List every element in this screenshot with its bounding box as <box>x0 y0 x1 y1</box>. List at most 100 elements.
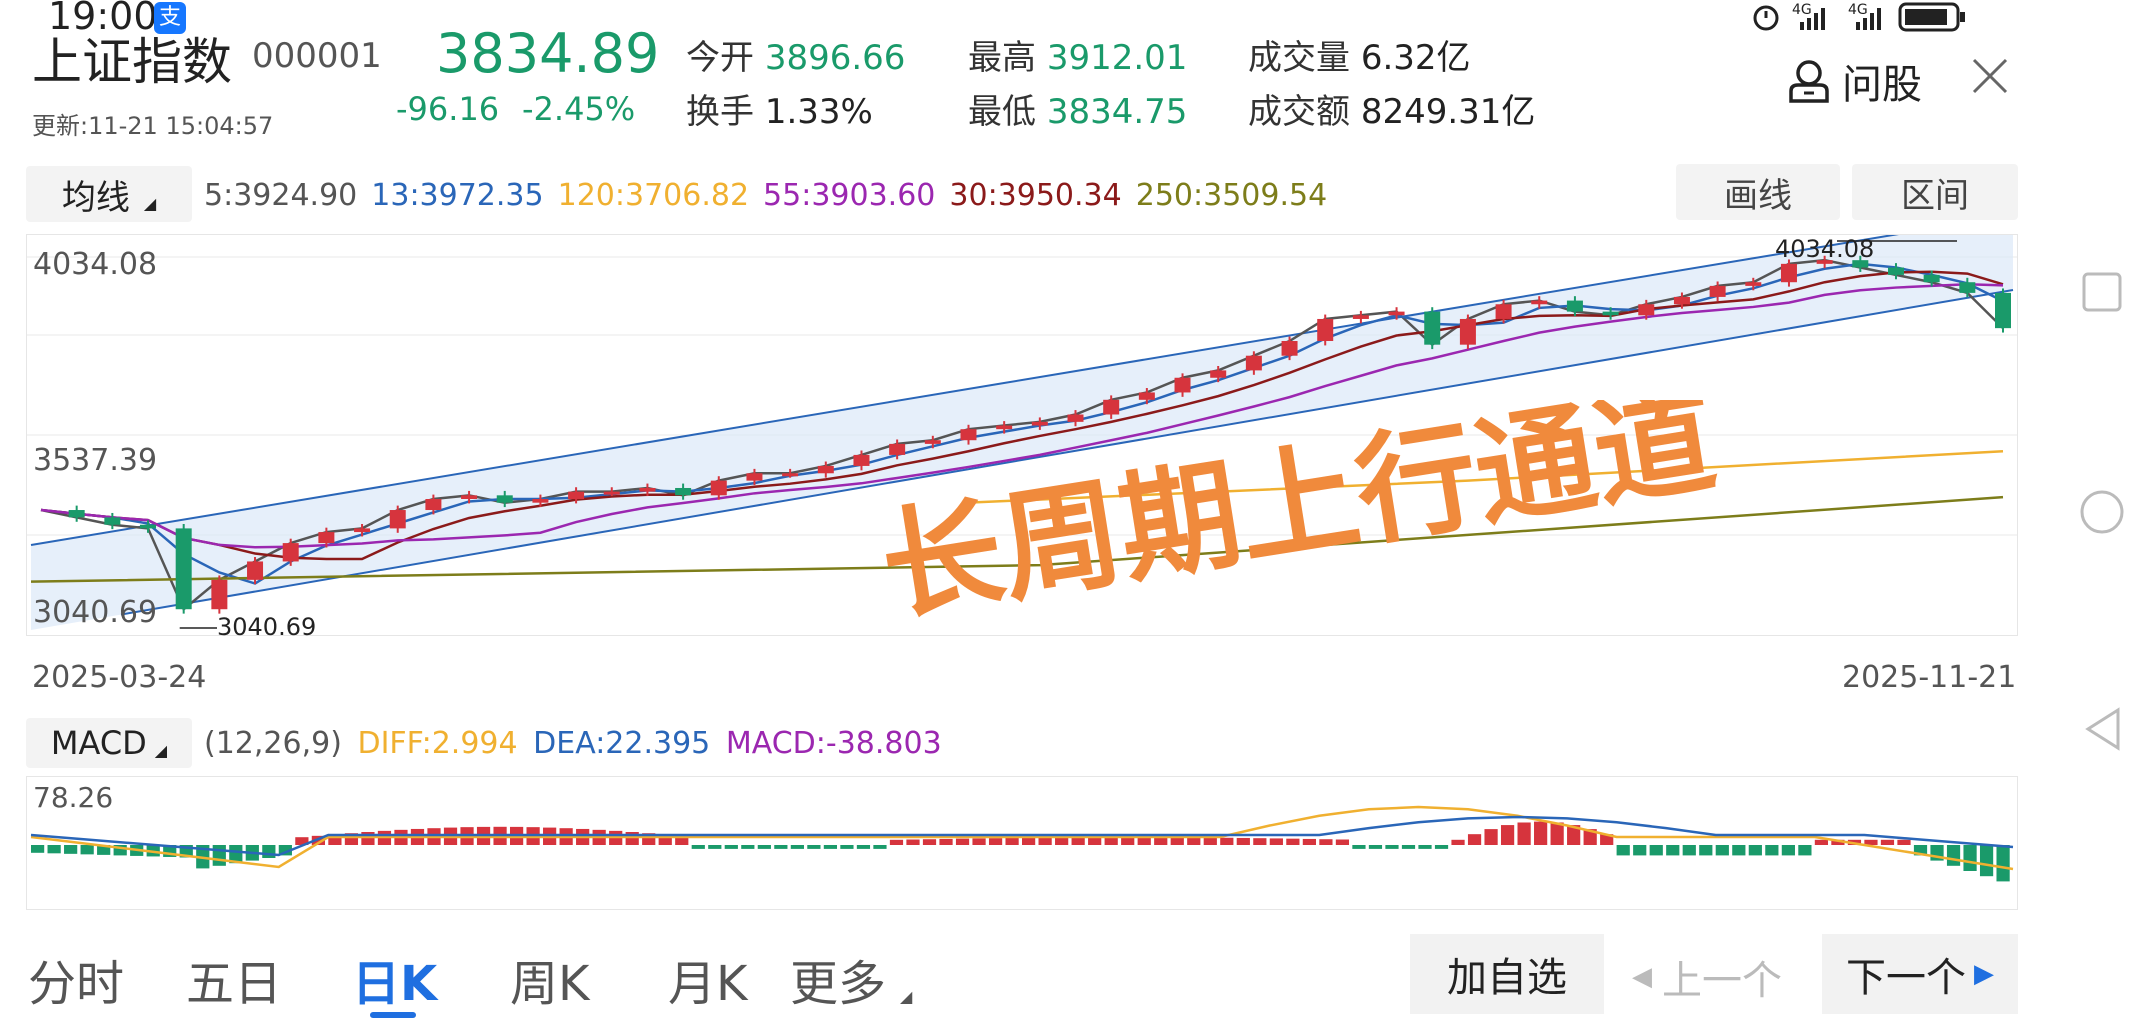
ma-value-5: 250:3509.54 <box>1135 178 1328 213</box>
candle-body <box>1780 263 1797 283</box>
macd-histogram-bar <box>1732 845 1746 856</box>
macd-histogram-bar <box>741 845 755 849</box>
svg-text:4G: 4G <box>1848 2 1868 18</box>
macd-histogram-bar <box>80 845 94 855</box>
macd-histogram-bar <box>1121 837 1135 845</box>
macd-histogram-bar <box>906 839 920 845</box>
kline-chart[interactable]: 4034.08 3537.39 3040.69 4034.08 3040.69 <box>26 234 2018 641</box>
macd-histogram-bar <box>1583 829 1597 845</box>
macd-selector[interactable]: MACD ◢ <box>26 718 192 768</box>
macd-histogram-bar <box>1286 838 1300 845</box>
price-change: -96.16 <box>396 90 500 128</box>
square-icon[interactable] <box>2080 270 2124 314</box>
high-marker: 4034.08 <box>1775 235 1875 263</box>
candle-body <box>282 543 299 562</box>
macd-histogram-bar <box>1748 845 1762 856</box>
macd-histogram-bar <box>328 834 342 845</box>
candle-body <box>746 473 763 481</box>
macd-histogram-bar <box>1682 845 1696 856</box>
chevron-left-icon: ◀ <box>1632 962 1652 992</box>
tab-monthly-k[interactable]: 月K <box>668 956 748 1012</box>
macd-histogram-bar <box>1187 837 1201 845</box>
macd-histogram-bar <box>295 837 309 845</box>
candle-body <box>603 491 620 495</box>
tab-intraday[interactable]: 分时 <box>28 956 125 1012</box>
person-icon <box>1789 60 1829 103</box>
tab-more[interactable]: 更多 ◢ <box>790 956 913 1012</box>
macd-histogram-bar <box>1616 845 1630 856</box>
high-stat: 最高 3912.01 <box>968 38 1188 78</box>
add-watchlist-button[interactable]: 加自选 <box>1410 934 1604 1014</box>
range-button[interactable]: 区间 <box>1852 164 2018 220</box>
status-icons: 4G 4G <box>1753 2 1965 32</box>
macd-histogram-bar <box>344 833 359 845</box>
candle-body <box>461 495 478 500</box>
macd-histogram-bar <box>1154 837 1168 845</box>
draw-line-button[interactable]: 画线 <box>1676 164 1840 220</box>
tab-weekly-k[interactable]: 周K <box>510 956 590 1012</box>
macd-chart[interactable]: 78.26 <box>26 776 2018 910</box>
ma-value-1: 13:3972.35 <box>371 178 544 213</box>
macd-histogram-bar <box>675 835 689 845</box>
candle-body <box>1887 267 1904 275</box>
candle-body <box>389 510 406 529</box>
macd-histogram-bar <box>1996 845 2010 882</box>
candle-body <box>1959 282 1976 293</box>
ask-stock-button[interactable]: 问股 <box>1786 52 1922 110</box>
macd-histogram-bar <box>1434 845 1449 849</box>
macd-histogram-bar <box>1484 829 1498 845</box>
macd-histogram-bar <box>1170 837 1184 845</box>
circle-icon[interactable] <box>2078 488 2126 536</box>
prev-button[interactable]: ◀ 上一个 <box>1632 958 1782 1004</box>
ma-selector[interactable]: 均线 ◢ <box>26 166 192 222</box>
macd-histogram-bar <box>1253 838 1267 845</box>
candle-body <box>782 473 799 477</box>
y-axis-top: 4034.08 <box>33 247 158 282</box>
macd-histogram-bar <box>278 845 292 856</box>
diff-line <box>30 805 2014 871</box>
macd-histogram-bar <box>1022 837 1036 845</box>
close-icon[interactable] <box>1970 56 2010 96</box>
next-button[interactable]: 下一个 ▶ <box>1822 934 2018 1014</box>
macd-histogram-bar <box>229 845 243 864</box>
macd-histogram-bar <box>658 834 672 845</box>
macd-histogram-bar <box>1055 837 1069 845</box>
macd-histogram-bar <box>212 845 226 866</box>
update-time: 更新:11-21 15:04:57 <box>32 112 274 140</box>
candle-body <box>1638 304 1655 316</box>
macd-histogram-bar <box>1269 838 1283 845</box>
macd-histogram-bar <box>1864 839 1878 845</box>
ma-value-0: 5:3924.90 <box>204 178 358 213</box>
chevron-right-icon: ▶ <box>1974 959 1994 989</box>
candle-body <box>1317 318 1334 342</box>
macd-histogram-bar <box>1913 845 1928 856</box>
macd-histogram-bar <box>1038 837 1052 845</box>
back-icon[interactable] <box>2082 706 2122 752</box>
clock: 19:00 <box>48 0 158 38</box>
dropdown-icon: ◢ <box>900 987 913 1006</box>
kline-canvas <box>27 235 2017 630</box>
low-stat: 最低 3834.75 <box>968 92 1188 132</box>
macd-histogram-bar <box>724 845 738 849</box>
macd-histogram-bar <box>1220 837 1234 845</box>
tab-five-day[interactable]: 五日 <box>186 956 283 1012</box>
macd-histogram-bar <box>1302 838 1316 845</box>
tab-daily-k[interactable]: 日K <box>352 956 438 1012</box>
macd-histogram-bar <box>97 845 111 855</box>
macd-histogram-bar <box>113 845 127 856</box>
macd-histogram-bar <box>1352 845 1366 849</box>
candle-body <box>211 579 228 610</box>
candle-body <box>140 524 157 529</box>
macd-histogram-bar <box>1467 834 1482 845</box>
candle-body <box>175 528 192 610</box>
macd-histogram-bar <box>1946 845 1961 866</box>
macd-histogram-bar <box>873 845 887 849</box>
status-bar: 19:00 支 4G 4G <box>0 0 2146 40</box>
svg-text:长周期上行通道: 长周期上行通道 <box>880 400 1724 639</box>
index-code: 000001 <box>252 36 382 76</box>
channel-lower-line <box>120 289 2014 616</box>
candle-body <box>639 487 656 492</box>
channel-fill <box>31 235 2013 630</box>
last-price: 3834.89 <box>436 22 660 85</box>
macd-histogram-bar <box>1236 837 1250 845</box>
